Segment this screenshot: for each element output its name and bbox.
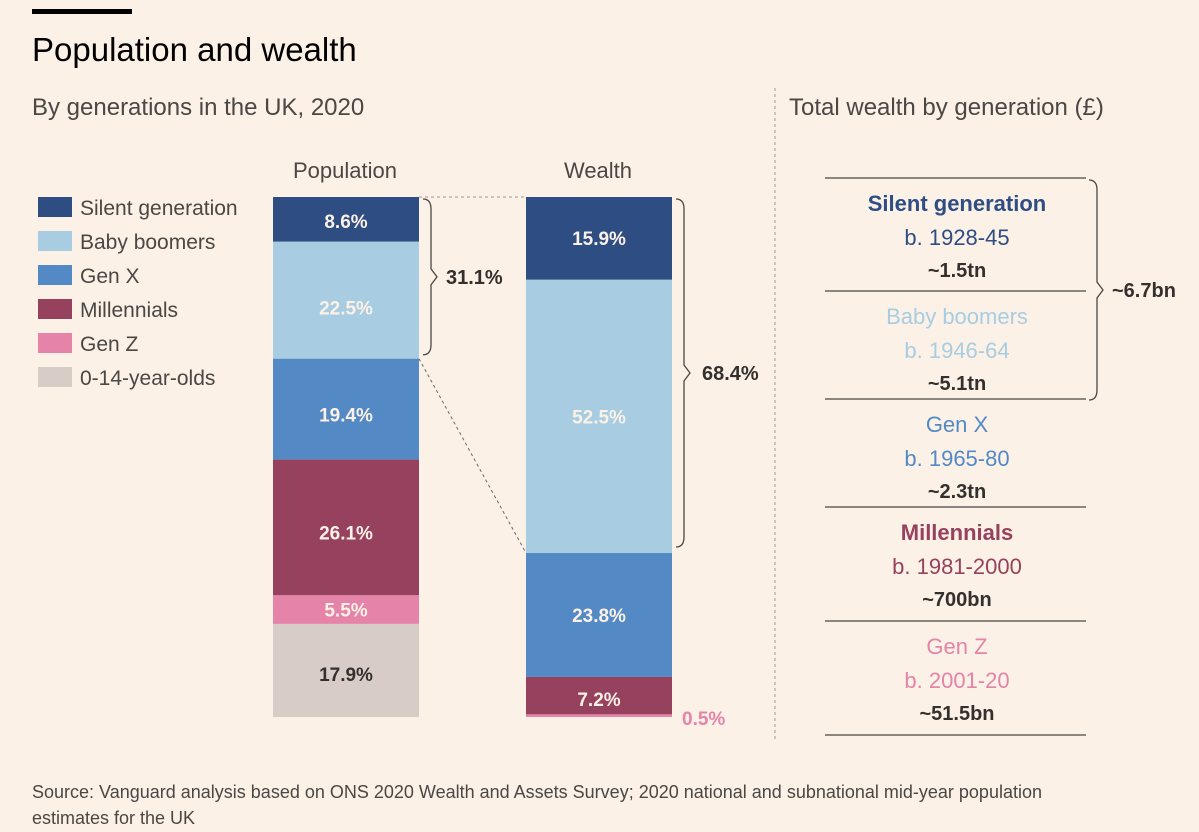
legend-swatch-millennials: [38, 299, 72, 319]
data-label-wealth-silent: 15.9%: [572, 229, 626, 250]
wealth-column-heading: Wealth: [564, 158, 632, 183]
bar-segment-wealth-genx: [526, 553, 672, 677]
bar-segment-population-genz: [273, 595, 419, 624]
legend-label-silent: Silent generation: [80, 197, 238, 220]
table-name-millennials: Millennials: [901, 520, 1013, 545]
data-label-wealth-genz: 0.5%: [682, 709, 725, 730]
table-title: Total wealth by generation (£): [789, 94, 1104, 121]
legend: Silent generation Baby boomers Gen X Millen…: [38, 197, 238, 390]
legend-swatch-genx: [38, 265, 72, 285]
source-line-1: Source: Vanguard analysis based on ONS 2…: [32, 782, 1042, 802]
bar-segment-wealth-millennials: [526, 676, 672, 715]
legend-swatch-boomers: [38, 231, 72, 251]
source-line-2: estimates for the UK: [32, 808, 195, 828]
chart-subtitle: By generations in the UK, 2020: [32, 94, 364, 121]
table-born-genz: b. 2001-20: [904, 668, 1009, 693]
data-label-wealth-genx: 23.8%: [572, 606, 626, 627]
data-label-wealth-millennials: 7.2%: [577, 690, 620, 711]
legend-label-kids: 0-14-year-olds: [80, 367, 215, 390]
brace-population: [422, 198, 438, 356]
table-total-boomers: ~5.1tn: [928, 373, 986, 395]
data-label-population-genz: 5.5%: [324, 600, 367, 621]
table-name-genz: Gen Z: [926, 634, 987, 659]
table-born-genx: b. 1965-80: [904, 446, 1009, 471]
data-label-population-boomers: 22.5%: [319, 299, 373, 320]
population-column-heading: Population: [293, 158, 397, 183]
stacked-bars: 8.6% 15.9% 22.5% 52.5% 19.4% 23.8% 26.1% 7.2% 5.…: [273, 196, 759, 730]
table-total-genx: ~2.3tn: [928, 481, 986, 503]
legend-label-genz: Gen Z: [80, 333, 139, 356]
chart-title: Population and wealth: [32, 31, 357, 68]
table-total-millennials: ~700bn: [922, 589, 991, 611]
data-label-population-millennials: 26.1%: [319, 524, 373, 545]
bar-segment-wealth-silent: [526, 197, 672, 280]
data-label-population-silent: 8.6%: [324, 212, 367, 233]
brace-wealth: [675, 198, 691, 548]
bar-segment-population-boomers: [273, 241, 419, 359]
bar-segment-population-silent: [273, 197, 419, 242]
legend-swatch-kids: [38, 367, 72, 387]
brace-label-wealth: 68.4%: [702, 363, 759, 385]
table-total-silent: ~1.5tn: [928, 260, 986, 282]
table-born-silent: b. 1928-45: [904, 225, 1009, 250]
legend-swatch-silent: [38, 197, 72, 217]
wealth-table: Silent generation b. 1928-45 ~1.5tn Baby bo…: [825, 177, 1176, 736]
data-label-population-genx: 19.4%: [319, 406, 373, 427]
table-born-millennials: b. 1981-2000: [892, 554, 1022, 579]
table-total-genz: ~51.5bn: [919, 703, 994, 725]
connector-boomers: [418, 358, 527, 554]
data-label-population-kids: 17.9%: [319, 665, 373, 686]
bar-segment-population-kids: [273, 623, 419, 717]
table-name-silent: Silent generation: [868, 191, 1046, 216]
legend-label-boomers: Baby boomers: [80, 231, 215, 254]
brace-table-combined: [1088, 179, 1104, 401]
bar-segment-wealth-boomers: [526, 279, 672, 554]
table-name-genx: Gen X: [926, 412, 989, 437]
data-label-wealth-boomers: 52.5%: [572, 407, 626, 428]
bar-segment-population-genx: [273, 358, 419, 460]
legend-label-millennials: Millennials: [80, 299, 178, 322]
brace-label-population: 31.1%: [446, 267, 503, 289]
legend-label-genx: Gen X: [80, 265, 140, 288]
title-accent-bar: [32, 9, 132, 14]
brace-label-table-combined: ~6.7bn: [1112, 280, 1176, 302]
bar-segment-population-millennials: [273, 459, 419, 596]
bar-segment-wealth-genz: [526, 714, 672, 717]
legend-swatch-genz: [38, 333, 72, 353]
table-name-boomers: Baby boomers: [886, 304, 1028, 329]
table-born-boomers: b. 1946-64: [904, 338, 1009, 363]
